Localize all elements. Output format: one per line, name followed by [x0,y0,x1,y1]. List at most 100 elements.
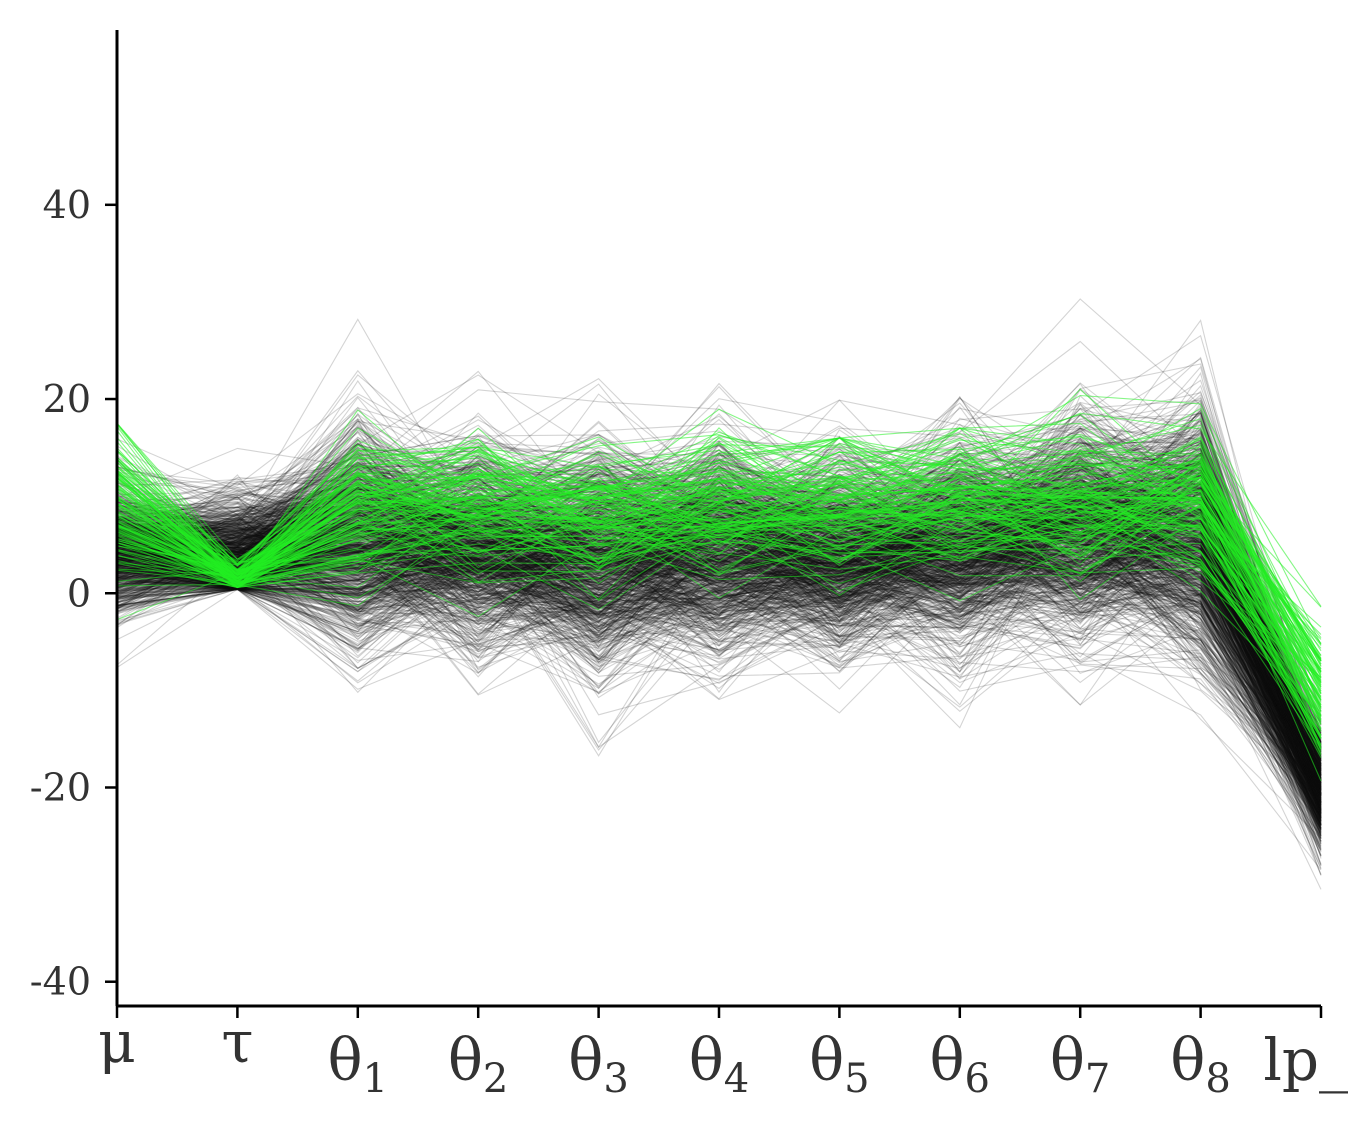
x-category-label: θ3 [568,1026,628,1102]
highlighted-line [116,471,1322,747]
sample-line [116,487,1322,808]
highlighted-line [116,439,1322,720]
sample-line [116,544,1322,808]
sample-line [116,486,1322,806]
sample-line [116,538,1322,834]
sample-line [116,463,1322,776]
sample-line [116,531,1322,800]
sample-line [116,535,1322,803]
x-category-label: θ2 [448,1026,508,1102]
sample-line [116,525,1322,829]
sample-line [116,500,1322,793]
sample-line [116,558,1322,871]
sample-line [116,464,1322,790]
y-tick-label: 20 [43,377,91,421]
sample-line [116,511,1322,835]
sample-line [116,460,1322,745]
sample-line [116,566,1322,819]
x-category-label: θ6 [930,1026,990,1102]
sample-line [116,420,1322,791]
sample-line [116,569,1322,769]
sample-line [116,550,1322,856]
sample-line [116,418,1322,732]
sample-line [116,551,1322,890]
x-category-label: θ5 [809,1026,869,1102]
sample-line [116,554,1322,829]
sample-line [116,456,1322,795]
x-category-label: θ1 [328,1026,388,1102]
sample-line [116,519,1322,835]
sample-line [116,486,1322,804]
sample-line [116,532,1322,789]
sample-line [116,526,1322,818]
sample-line [116,570,1322,830]
sample-line [116,545,1322,839]
sample-line [116,455,1322,829]
highlighted-line [116,483,1322,758]
highlighted-line [116,463,1322,670]
sample-line [116,528,1322,785]
sample-line [116,540,1322,801]
highlighted-line [116,422,1322,694]
sample-line [116,516,1322,802]
sample-line [116,537,1322,766]
sample-line [116,480,1322,831]
highlighted-line [116,505,1322,683]
sample-line [116,531,1322,765]
sample-line [116,578,1322,802]
sample-line [116,396,1322,745]
highlighted-line [116,490,1322,756]
sample-line [116,422,1322,818]
sample-line [116,414,1322,785]
sample-line [116,462,1322,764]
sample-line [116,510,1322,817]
sample-line [116,558,1322,799]
sample-line [116,516,1322,804]
highlighted-line [116,394,1322,645]
sample-line [116,534,1322,803]
highlighted-line [116,451,1322,728]
sample-line [116,513,1322,812]
sample-line [116,369,1322,761]
sample-line [116,517,1322,819]
sample-line [116,527,1322,851]
sample-line [116,493,1322,788]
sample-line [116,520,1322,848]
x-category-label: τ [221,1008,253,1076]
sample-line [116,545,1322,818]
sample-line [116,485,1322,834]
sample-line [116,576,1322,806]
highlighted-line [116,454,1322,677]
sample-line [116,476,1322,771]
sample-line [116,530,1322,790]
sample-line [116,577,1322,810]
sample-line [116,510,1322,755]
sample-line [116,506,1322,839]
highlighted-line [116,458,1322,698]
sample-line [116,465,1322,779]
sample-line [116,460,1322,772]
sample-line [116,532,1322,823]
sample-line [116,528,1322,830]
x-axis-ticks: μ τ θ1 θ2 θ3 θ4 θ5 θ6 θ7 θ8 lp_ [98,1006,1348,1102]
highlighted-line [116,464,1322,703]
sample-line [116,453,1322,811]
sample-line [116,531,1322,763]
highlighted-line [116,470,1322,673]
sample-line [116,481,1322,815]
sample-line [116,522,1322,744]
sample-line [116,461,1322,720]
highlighted-line [116,465,1322,722]
y-axis-ticks: -40 -20 0 20 40 [30,183,117,1004]
sample-line [116,536,1322,814]
sample-line [116,540,1322,798]
highlighted-line [116,468,1322,736]
highlighted-line [116,436,1322,667]
sample-line [116,493,1322,771]
sample-line [116,516,1322,811]
highlighted-line [116,485,1322,678]
sample-line [116,513,1322,782]
sample-line [116,453,1322,806]
sample-line [116,468,1322,803]
